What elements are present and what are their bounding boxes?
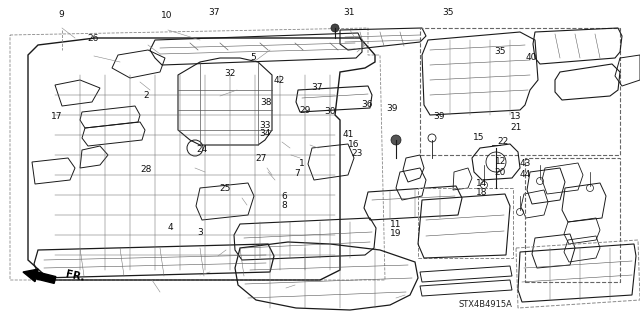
Text: 6: 6	[282, 192, 287, 201]
Text: 27: 27	[255, 154, 267, 163]
Bar	[420, 28, 620, 155]
Text: 4: 4	[168, 223, 173, 232]
Text: 38: 38	[260, 98, 272, 107]
Text: 19: 19	[390, 229, 401, 238]
Bar	[525, 158, 620, 282]
Text: 1: 1	[300, 160, 305, 168]
Text: 21: 21	[510, 123, 522, 132]
Text: 17: 17	[51, 112, 62, 121]
Text: 20: 20	[495, 168, 506, 177]
Text: FR.: FR.	[65, 269, 86, 283]
Text: 29: 29	[299, 106, 310, 115]
Bar	[418, 188, 513, 258]
Text: 26: 26	[87, 34, 99, 43]
Text: 8: 8	[282, 201, 287, 210]
Circle shape	[391, 135, 401, 145]
FancyArrow shape	[23, 269, 56, 283]
Text: 15: 15	[473, 133, 484, 142]
Text: 25: 25	[220, 184, 231, 193]
Text: 39: 39	[386, 104, 397, 113]
Text: 22: 22	[497, 137, 509, 146]
Text: 32: 32	[225, 69, 236, 78]
Text: 9: 9	[58, 10, 63, 19]
Text: 35: 35	[495, 47, 506, 56]
Text: 18: 18	[476, 188, 487, 197]
Text: 42: 42	[274, 76, 285, 85]
Text: 11: 11	[390, 220, 401, 229]
Text: 16: 16	[348, 140, 359, 149]
Text: 30: 30	[324, 107, 336, 115]
Text: 13: 13	[510, 112, 522, 121]
Text: 7: 7	[294, 169, 300, 178]
Text: 37: 37	[208, 8, 220, 17]
Text: 14: 14	[476, 179, 487, 188]
Text: 31: 31	[343, 8, 355, 17]
Text: STX4B4915A: STX4B4915A	[458, 300, 512, 309]
Text: 44: 44	[519, 170, 531, 179]
Text: 28: 28	[140, 165, 152, 174]
Text: 43: 43	[519, 159, 531, 168]
Text: 39: 39	[433, 112, 445, 121]
Text: 36: 36	[362, 100, 373, 109]
Text: 10: 10	[161, 11, 172, 20]
Text: 23: 23	[351, 149, 363, 158]
Text: 37: 37	[312, 83, 323, 92]
Text: 24: 24	[196, 145, 208, 154]
Text: 34: 34	[259, 129, 271, 138]
Text: 2: 2	[143, 91, 148, 100]
Text: 41: 41	[342, 130, 354, 139]
Text: 5: 5	[250, 53, 255, 62]
Text: 33: 33	[259, 121, 271, 130]
Text: 35: 35	[442, 8, 454, 17]
Text: 12: 12	[495, 157, 506, 166]
Text: 40: 40	[525, 53, 537, 62]
Circle shape	[331, 24, 339, 32]
Text: 3: 3	[197, 228, 202, 237]
